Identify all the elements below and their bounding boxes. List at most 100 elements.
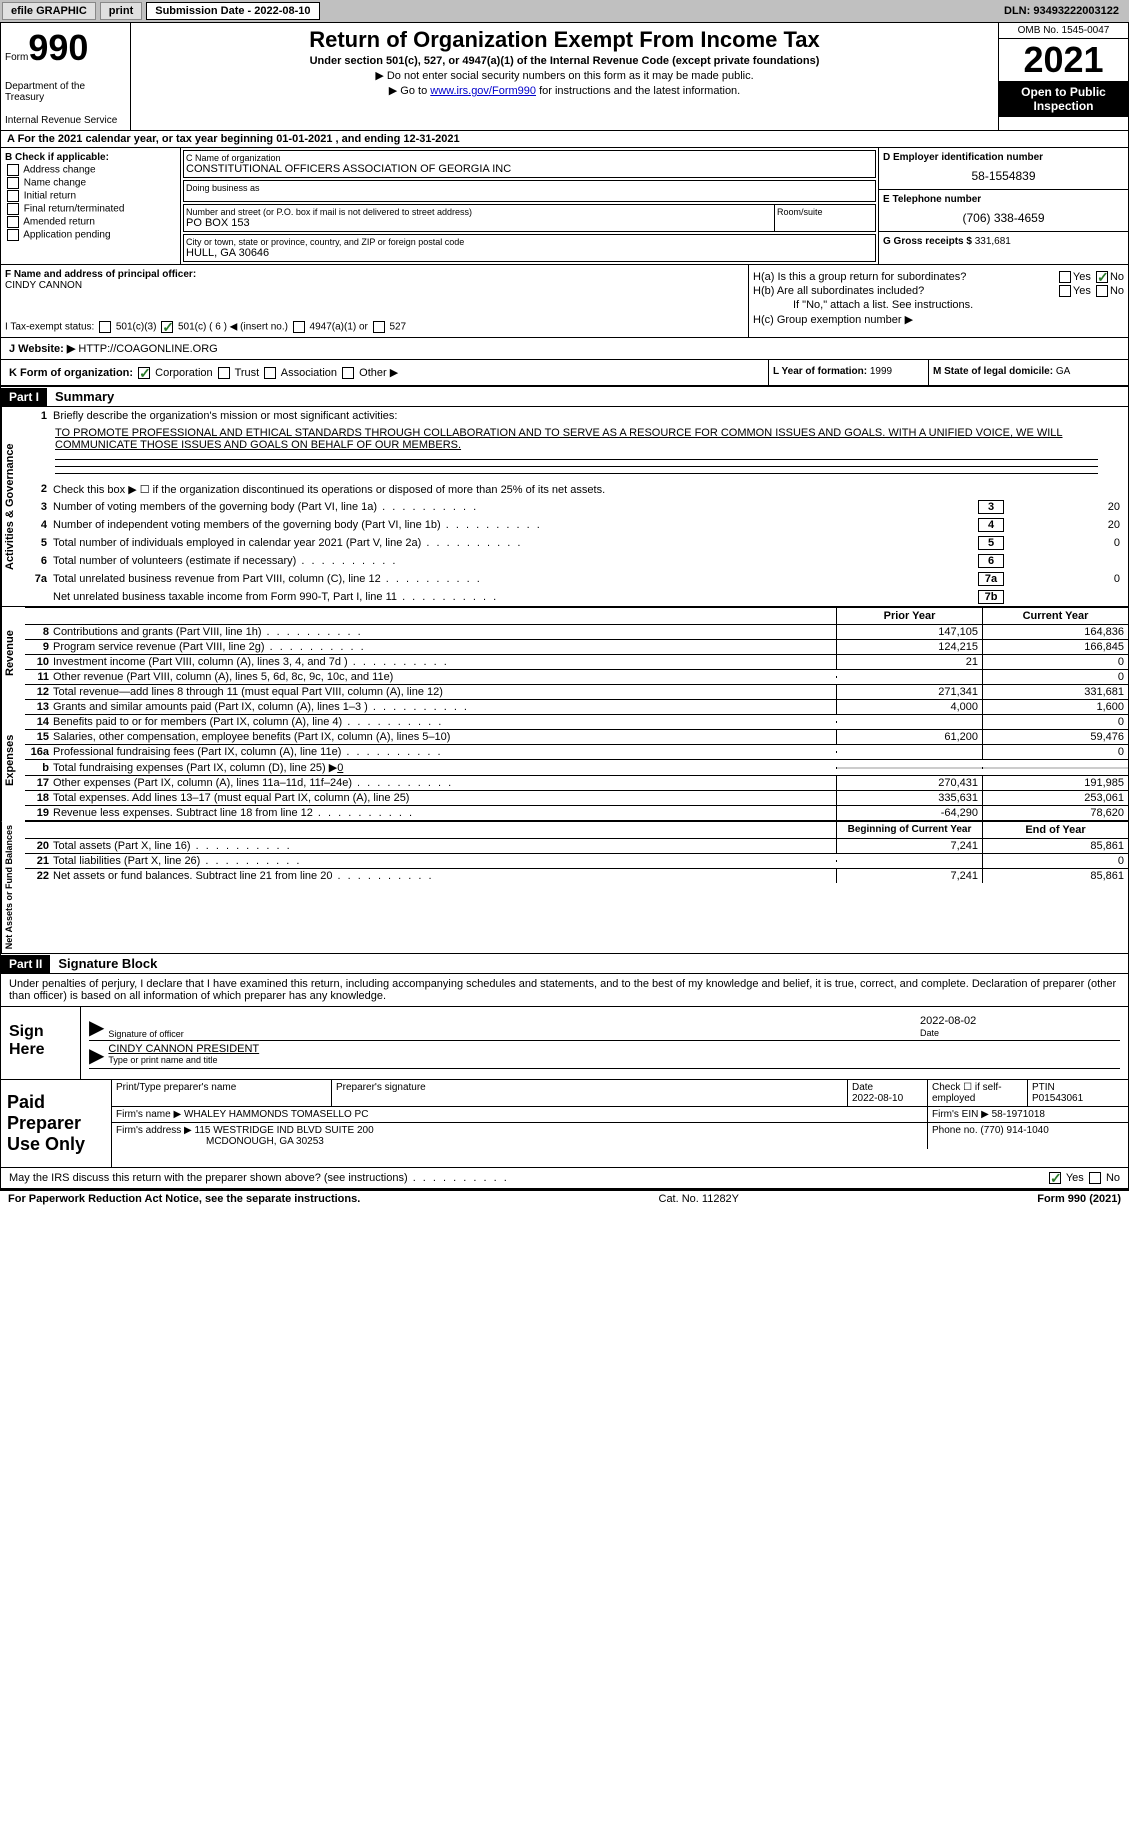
prep-check-label: Check ☐ if self-employed xyxy=(928,1080,1028,1106)
gross-value: 331,681 xyxy=(975,236,1011,247)
calendar-year-line: A For the 2021 calendar year, or tax yea… xyxy=(0,131,1129,148)
check-501c3[interactable] xyxy=(99,321,111,333)
discuss-no[interactable] xyxy=(1089,1172,1101,1184)
hb-note: If "No," attach a list. See instructions… xyxy=(753,299,1124,311)
vtab-ag: Activities & Governance xyxy=(1,407,25,606)
check-4947[interactable] xyxy=(293,321,305,333)
street-box: Number and street (or P.O. box if mail i… xyxy=(184,205,775,231)
l11-prior xyxy=(836,676,982,678)
l14-curr: 0 xyxy=(982,715,1128,729)
city-box: City or town, state or province, country… xyxy=(183,234,876,262)
sig-date-label: Date xyxy=(920,1028,939,1038)
footer: For Paperwork Reduction Act Notice, see … xyxy=(0,1191,1129,1207)
officer-cell: F Name and address of principal officer:… xyxy=(1,265,748,337)
firm-ein-val: 58-1971018 xyxy=(992,1109,1045,1120)
l12-prior: 271,341 xyxy=(836,685,982,699)
sign-here-row: Sign Here ▶ Signature of officer 2022-08… xyxy=(1,1006,1128,1079)
l17-curr: 191,985 xyxy=(982,776,1128,790)
line2-desc: Check this box ▶ ☐ if the organization d… xyxy=(53,483,1124,496)
ha-no[interactable] xyxy=(1096,271,1108,283)
dept-treasury: Department of the Treasury xyxy=(5,81,126,103)
l10: Investment income (Part VIII, column (A)… xyxy=(53,655,836,669)
check-amended[interactable]: Amended return xyxy=(5,216,176,228)
revenue-section: Revenue Prior Year Current Year 8Contrib… xyxy=(0,606,1129,700)
hb-yes[interactable] xyxy=(1059,285,1071,297)
discuss-yes[interactable] xyxy=(1049,1172,1061,1184)
expenses-section: Expenses 13Grants and similar amounts pa… xyxy=(0,700,1129,821)
preparer-label: Paid Preparer Use Only xyxy=(1,1080,111,1167)
line4-val: 20 xyxy=(1004,519,1124,531)
check-527[interactable] xyxy=(373,321,385,333)
l9: Program service revenue (Part VIII, line… xyxy=(53,640,836,654)
sig-arrow-icon2: ▶ xyxy=(89,1043,104,1068)
check-501c[interactable] xyxy=(161,321,173,333)
street-label: Number and street (or P.O. box if mail i… xyxy=(186,207,772,217)
check-app-pending[interactable]: Application pending xyxy=(5,229,176,241)
tax-status-inline: I Tax-exempt status: 501(c)(3) 501(c) ( … xyxy=(5,321,744,333)
toolbar: efile GRAPHIC print Submission Date - 20… xyxy=(0,0,1129,22)
irs-label: Internal Revenue Service xyxy=(5,115,126,126)
mission-text: TO PROMOTE PROFESSIONAL AND ETHICAL STAN… xyxy=(25,425,1128,453)
l12-curr: 331,681 xyxy=(982,685,1128,699)
check-corp[interactable] xyxy=(138,367,150,379)
line7a-desc: Total unrelated business revenue from Pa… xyxy=(53,573,978,585)
vtab-exp: Expenses xyxy=(1,700,25,821)
ha-yes[interactable] xyxy=(1059,271,1071,283)
l14: Benefits paid to or for members (Part IX… xyxy=(53,715,836,729)
line4-desc: Number of independent voting members of … xyxy=(53,519,978,531)
irs-link[interactable]: www.irs.gov/Form990 xyxy=(430,85,536,97)
l19-prior: -64,290 xyxy=(836,806,982,820)
line3-desc: Number of voting members of the governin… xyxy=(53,501,978,513)
part1-badge: Part I xyxy=(1,388,47,406)
activities-governance: Activities & Governance 1Briefly describ… xyxy=(0,407,1129,606)
footer-left: For Paperwork Reduction Act Notice, see … xyxy=(8,1193,360,1205)
check-name-change[interactable]: Name change xyxy=(5,177,176,189)
lbl-corp: Corporation xyxy=(155,367,212,379)
ha-line: H(a) Is this a group return for subordin… xyxy=(753,271,1124,283)
print-button[interactable]: print xyxy=(100,2,142,20)
note2-pre: ▶ Go to xyxy=(389,85,430,97)
sig-fields: ▶ Signature of officer 2022-08-02Date ▶ … xyxy=(81,1007,1128,1079)
year-cell: OMB No. 1545-0047 2021 Open to Public In… xyxy=(998,23,1128,130)
l16b: Total fundraising expenses (Part IX, col… xyxy=(53,760,836,775)
check-address-change[interactable]: Address change xyxy=(5,164,176,176)
sign-here-label: Sign Here xyxy=(1,1007,81,1079)
vtab-rev: Revenue xyxy=(1,607,25,700)
check-assoc[interactable] xyxy=(264,367,276,379)
preparer-section: Paid Preparer Use Only Print/Type prepar… xyxy=(0,1080,1129,1168)
website-cell: J Website: ▶ HTTP://COAGONLINE.ORG xyxy=(1,338,1128,359)
efile-button[interactable]: efile GRAPHIC xyxy=(2,2,96,20)
gross-label: G Gross receipts $ xyxy=(883,236,972,247)
state-domicile: M State of legal domicile: GA xyxy=(928,360,1128,385)
h-cell: H(a) Is this a group return for subordin… xyxy=(748,265,1128,337)
l16a-curr: 0 xyxy=(982,745,1128,759)
form-header: Form990 Department of the Treasury Inter… xyxy=(0,22,1129,131)
suite-label: Room/suite xyxy=(775,205,875,231)
hc-text: H(c) Group exemption number ▶ xyxy=(753,313,1124,326)
l9-prior: 124,215 xyxy=(836,640,982,654)
dba-box: Doing business as xyxy=(183,180,876,202)
firm-name-val: WHALEY HAMMONDS TOMASELLO PC xyxy=(184,1109,369,1120)
ptin-val: P01543061 xyxy=(1032,1093,1083,1104)
part1-header: Part I Summary xyxy=(0,386,1129,407)
footer-right: Form 990 (2021) xyxy=(1037,1193,1121,1205)
org-name-label: C Name of organization xyxy=(186,153,873,163)
dln: DLN: 93493222003122 xyxy=(1004,5,1127,17)
org-info-row: B Check if applicable: Address change Na… xyxy=(0,148,1129,265)
check-other[interactable] xyxy=(342,367,354,379)
check-final-return[interactable]: Final return/terminated xyxy=(5,203,176,215)
l17-prior: 270,431 xyxy=(836,776,982,790)
check-trust[interactable] xyxy=(218,367,230,379)
vtab-na: Net Assets or Fund Balances xyxy=(1,821,25,953)
hb-no[interactable] xyxy=(1096,285,1108,297)
check-initial-return[interactable]: Initial return xyxy=(5,190,176,202)
col-end: End of Year xyxy=(982,822,1128,838)
l21: Total liabilities (Part X, line 26) xyxy=(53,854,836,868)
note-ssn: ▶ Do not enter social security numbers o… xyxy=(135,69,994,82)
sig-officer-label: Signature of officer xyxy=(108,1029,183,1039)
l12: Total revenue—add lines 8 through 11 (mu… xyxy=(53,685,836,699)
note2-post: for instructions and the latest informat… xyxy=(536,85,740,97)
phone-val: (770) 914-1040 xyxy=(980,1125,1048,1136)
l15-curr: 59,476 xyxy=(982,730,1128,744)
lbl-4947: 4947(a)(1) or xyxy=(310,322,368,333)
